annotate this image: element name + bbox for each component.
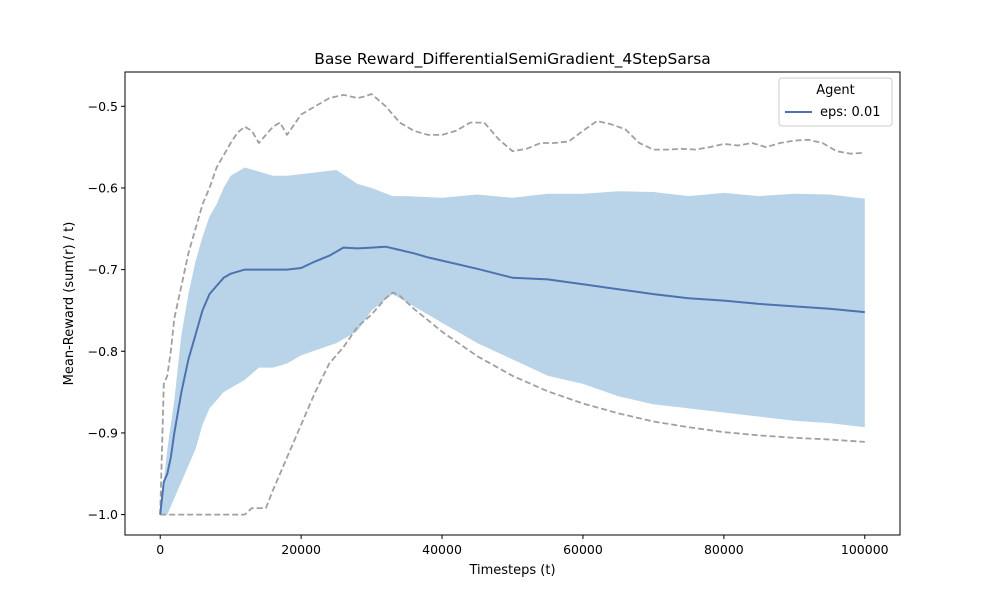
legend-title: Agent: [816, 83, 854, 98]
y-tick-label: −0.9: [88, 425, 118, 440]
x-axis: 0 20000 40000 60000 80000 100000: [156, 535, 889, 557]
y-axis: −1.0 −0.9 −0.8 −0.7 −0.6 −0.5: [88, 99, 125, 522]
x-tick-label: 20000: [281, 542, 321, 557]
x-tick-label: 100000: [841, 542, 889, 557]
mean-reward-line: [159, 245, 865, 515]
y-tick-label: −0.6: [88, 180, 118, 195]
x-axis-label: Timesteps (t): [468, 563, 555, 578]
x-tick-label: 40000: [422, 542, 462, 557]
y-tick-label: −0.8: [88, 344, 118, 359]
x-tick-label: 60000: [563, 542, 603, 557]
y-tick-label: −1.0: [88, 507, 118, 522]
chart-title: Base Reward_DifferentialSemiGradient_4St…: [314, 50, 711, 69]
legend-entry-label: eps: 0.01: [820, 105, 880, 120]
plot-frame: [124, 71, 901, 536]
y-axis-label: Mean-Reward (sum(r) / t): [62, 222, 77, 386]
x-tick-label: 80000: [704, 542, 744, 557]
plot-area: [159, 93, 865, 516]
y-tick-label: −0.7: [88, 262, 118, 277]
lower-bound-line: [160, 291, 865, 516]
legend-box: [778, 77, 893, 127]
legend: Agent eps: 0.01: [778, 77, 893, 127]
y-tick-label: −0.5: [88, 99, 118, 114]
confidence-band: [160, 167, 865, 515]
upper-bound-line: [159, 93, 865, 515]
x-tick-label: 0: [156, 542, 164, 557]
